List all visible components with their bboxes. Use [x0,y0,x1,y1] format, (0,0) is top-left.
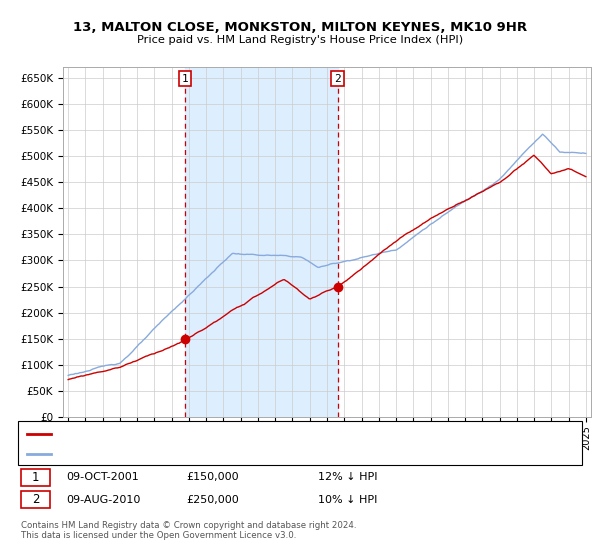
Text: 13, MALTON CLOSE, MONKSTON, MILTON KEYNES, MK10 9HR (detached house): 13, MALTON CLOSE, MONKSTON, MILTON KEYNE… [57,429,443,439]
Text: HPI: Average price, detached house, Milton Keynes: HPI: Average price, detached house, Milt… [57,449,306,459]
Text: 2: 2 [334,74,341,83]
Text: 12% ↓ HPI: 12% ↓ HPI [318,472,377,482]
Text: £150,000: £150,000 [186,472,239,482]
Text: 10% ↓ HPI: 10% ↓ HPI [318,494,377,505]
Text: Contains HM Land Registry data © Crown copyright and database right 2024.
This d: Contains HM Land Registry data © Crown c… [21,521,356,540]
Text: 13, MALTON CLOSE, MONKSTON, MILTON KEYNES, MK10 9HR: 13, MALTON CLOSE, MONKSTON, MILTON KEYNE… [73,21,527,34]
Bar [185,67,338,417]
Text: 09-AUG-2010: 09-AUG-2010 [66,494,140,505]
Text: £250,000: £250,000 [186,494,239,505]
Text: 1: 1 [182,74,188,83]
Text: 2: 2 [32,493,39,506]
Text: 1: 1 [32,470,39,484]
Text: 09-OCT-2001: 09-OCT-2001 [66,472,139,482]
Text: Price paid vs. HM Land Registry's House Price Index (HPI): Price paid vs. HM Land Registry's House … [137,35,463,45]
